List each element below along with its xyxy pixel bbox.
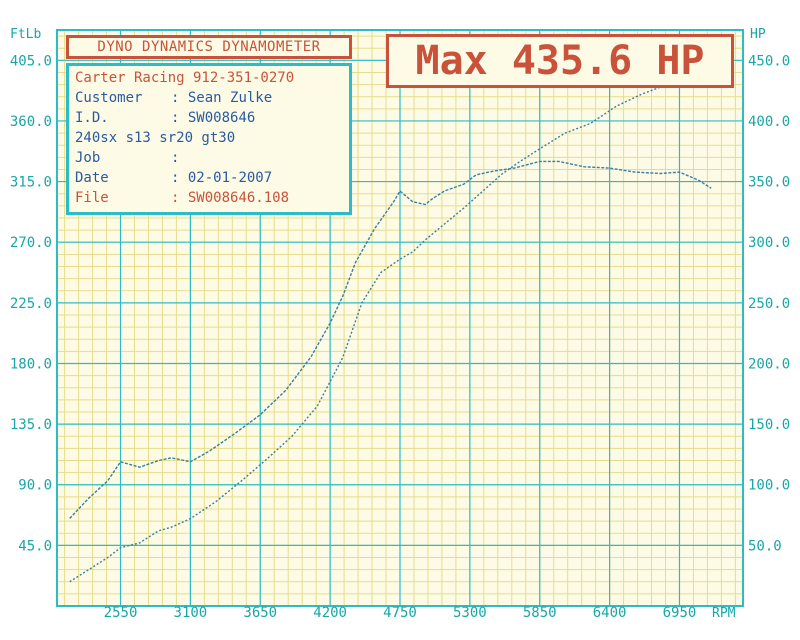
brand-banner: DYNO DYNAMICS DYNAMOMETER [66,35,352,59]
x-tick-label: 3100 [174,605,208,621]
y-right-tick-label: 200.0 [748,356,790,372]
info-sep: : [171,190,180,206]
info-label: I.D. [75,110,109,126]
info-label: File [75,190,109,206]
info-sep: : [171,90,180,106]
info-sep: : [171,170,180,186]
x-tick-label: 4200 [313,605,347,621]
info-label: Customer [75,90,143,106]
y-left-tick-label: 360.0 [10,114,52,130]
right-axis: 50.0 100.0 150.0 200.0 250.0 300.0 350.0 400.0 4… [748,53,790,554]
info-sep: : [171,150,180,166]
y-left-tick-label: 225.0 [10,296,52,312]
info-row-file: File: SW008646.108 [75,188,349,208]
y-right-tick-label: 450.0 [748,53,790,69]
y-left-tick-label: 180.0 [10,356,52,372]
info-label: Date [75,170,109,186]
torque-curve-line [69,160,712,519]
x-tick-label: 6950 [663,605,697,621]
y-right-tick-label: 150.0 [748,417,790,433]
y-left-tick-label: 45.0 [18,538,52,554]
y-left-tick-label: 135.0 [10,417,52,433]
y-right-tick-label: 50.0 [748,538,782,554]
x-axis: 2550 3100 3650 4200 4750 5300 5850 6400 6950 [104,605,697,621]
x-tick-label: 3650 [243,605,277,621]
info-sep: : [171,110,180,126]
run-info-panel: Carter Racing 912-351-0270 Customer: Sea… [66,63,352,215]
left-axis: 45.0 90.0 135.0 180.0 225.0 270.0 315.0 360.0 40… [10,53,52,554]
info-row-vehicle: 240sx s13 sr20 gt30 [75,128,349,148]
x-tick-label: 5300 [453,605,487,621]
info-value: SW008646 [187,110,256,126]
info-label: 240sx s13 sr20 gt30 [75,130,236,146]
right-axis-unit: HP [750,27,766,42]
curves [69,77,712,583]
y-left-tick-label: 405.0 [10,53,52,69]
y-right-tick-label: 250.0 [748,296,790,312]
plot-border [56,29,744,607]
y-left-tick-label: 315.0 [10,175,52,191]
x-axis-unit: RPM [712,606,736,621]
info-label: Job [75,150,101,166]
y-right-tick-label: 400.0 [748,114,790,130]
x-tick-label: 5850 [523,605,557,621]
power-curve-line [69,77,712,583]
y-left-tick-label: 270.0 [10,235,52,251]
major-grid [57,30,743,606]
y-left-tick-label: 90.0 [18,478,52,494]
y-right-tick-label: 300.0 [748,235,790,251]
left-axis-unit: FtLb [10,27,41,42]
x-tick-label: 6400 [593,605,627,621]
info-row-customer: Customer: Sean Zulke [75,88,349,108]
y-right-tick-label: 100.0 [748,478,790,494]
info-row-job: Job: [75,148,349,168]
max-hp-banner: Max 435.6 HP [386,34,734,88]
info-row-id: I.D.: SW008646 [75,108,349,128]
info-value: SW008646.108 [187,190,290,206]
x-tick-label: 2550 [104,605,138,621]
info-row-date: Date: 02-01-2007 [75,168,349,188]
info-value: Sean Zulke [187,90,273,106]
x-tick-label: 4750 [383,605,417,621]
shop-line: Carter Racing 912-351-0270 [75,70,295,86]
y-right-tick-label: 350.0 [748,175,790,191]
info-value: 02-01-2007 [187,170,273,186]
